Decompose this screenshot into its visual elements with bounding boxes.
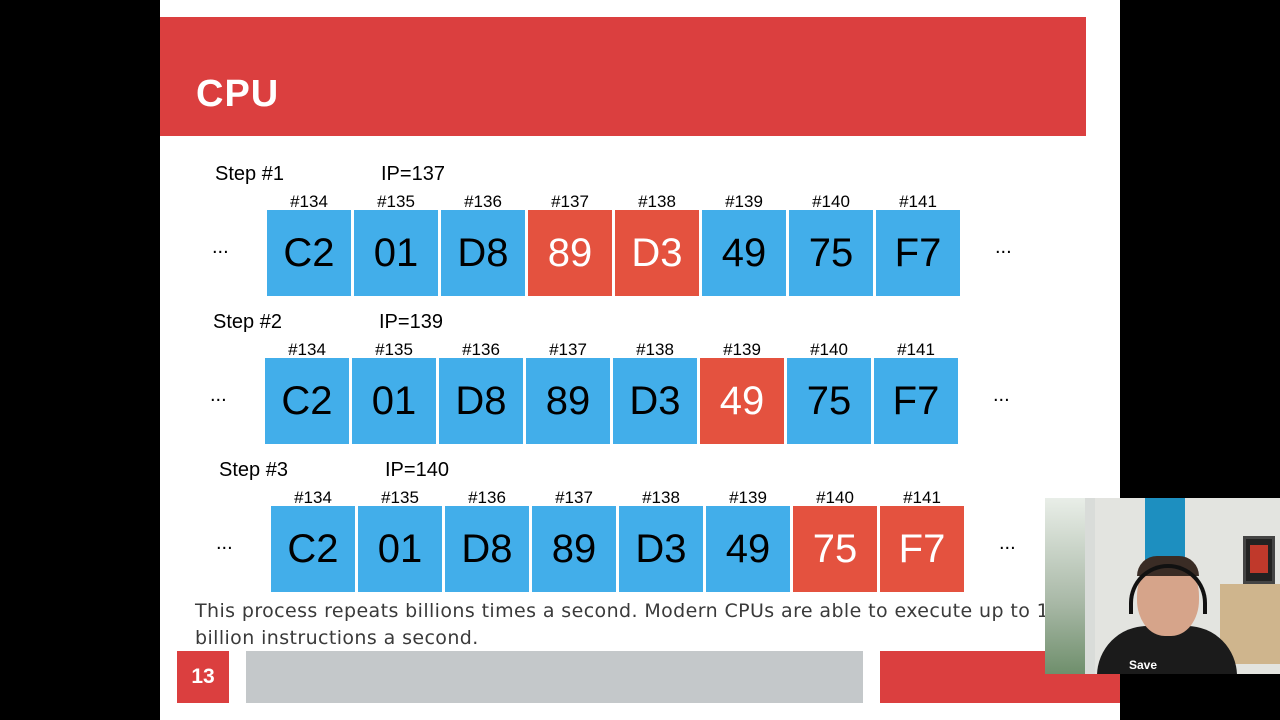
memory-address: #139 (723, 340, 761, 359)
memory-cell: 49 (702, 210, 786, 296)
memory-cell: D3 (613, 358, 697, 444)
memory-cell: C2 (271, 506, 355, 592)
ip-label: IP=137 (381, 163, 445, 185)
memory-address: #136 (464, 192, 502, 211)
memory-address: #140 (810, 340, 848, 359)
memory-cell: C2 (267, 210, 351, 296)
ip-label: IP=139 (379, 311, 443, 333)
picture-frame (1243, 536, 1275, 584)
memory-address: #136 (462, 340, 500, 359)
memory-row: ... #134 C2 #135 01 #136 D8 #137 89 #138 D3 #139 49 #… (160, 192, 1120, 296)
memory-cell: D8 (445, 506, 529, 592)
memory-address: #136 (468, 488, 506, 507)
memory-cell-active: 49 (700, 358, 784, 444)
webcam-video: Save (1045, 498, 1280, 674)
memory-cell: 01 (352, 358, 436, 444)
step-label: Step #1 (215, 163, 284, 185)
memory-address: #141 (897, 340, 935, 359)
memory-address: #140 (812, 192, 850, 211)
memory-cell: C2 (265, 358, 349, 444)
memory-address: #141 (903, 488, 941, 507)
memory-address: #140 (816, 488, 854, 507)
memory-address: #138 (636, 340, 674, 359)
memory-cell: D3 (619, 506, 703, 592)
memory-cell-active: D3 (615, 210, 699, 296)
page-number: 13 (177, 651, 229, 703)
step-label: Step #2 (213, 311, 282, 333)
slide: CPU Step #1 IP=137 ... #134 C2 #135 01 #136 D8… (160, 0, 1120, 720)
memory-address: #138 (638, 192, 676, 211)
memory-cell: 89 (532, 506, 616, 592)
shirt-text: Save (1129, 658, 1158, 672)
body-text: This process repeats billions times a se… (195, 600, 1062, 649)
memory-address: #135 (377, 192, 415, 211)
memory-address: #137 (551, 192, 589, 211)
memory-cell: 89 (526, 358, 610, 444)
memory-cell: F7 (876, 210, 960, 296)
ellipsis-right: ... (993, 384, 1010, 406)
memory-address: #141 (899, 192, 937, 211)
memory-address: #139 (729, 488, 767, 507)
webcam-window (1045, 498, 1085, 674)
memory-cell: 75 (789, 210, 873, 296)
memory-address: #137 (549, 340, 587, 359)
slide-title: CPU (196, 73, 280, 115)
memory-address: #134 (288, 340, 326, 359)
memory-address: #135 (375, 340, 413, 359)
memory-address: #134 (294, 488, 332, 507)
ellipsis-right: ... (999, 532, 1016, 554)
memory-address: #134 (290, 192, 328, 211)
memory-address: #135 (381, 488, 419, 507)
memory-cell: D8 (439, 358, 523, 444)
memory-cell-active: 89 (528, 210, 612, 296)
slide-header: CPU (160, 17, 1086, 136)
memory-cell: 49 (706, 506, 790, 592)
memory-cell: 75 (787, 358, 871, 444)
memory-address: #138 (642, 488, 680, 507)
memory-cell: D8 (441, 210, 525, 296)
memory-cell-active: 75 (793, 506, 877, 592)
memory-address: #139 (725, 192, 763, 211)
step-label: Step #3 (219, 459, 288, 481)
ellipsis-right: ... (995, 236, 1012, 258)
memory-cell: 01 (358, 506, 442, 592)
ellipsis-left: ... (210, 384, 227, 406)
memory-cell: 01 (354, 210, 438, 296)
memory-row: ... #134 C2 #135 01 #136 D8 #137 89 #138 D3 #139 49 #… (160, 488, 1120, 592)
memory-cell-active: F7 (880, 506, 964, 592)
memory-cell: F7 (874, 358, 958, 444)
ip-label: IP=140 (385, 459, 449, 481)
ellipsis-left: ... (216, 532, 233, 554)
footer-bar-gray (246, 651, 863, 703)
memory-address: #137 (555, 488, 593, 507)
ellipsis-left: ... (212, 236, 229, 258)
memory-row: ... #134 C2 #135 01 #136 D8 #137 89 #138 D3 #139 49 #… (160, 340, 1120, 444)
